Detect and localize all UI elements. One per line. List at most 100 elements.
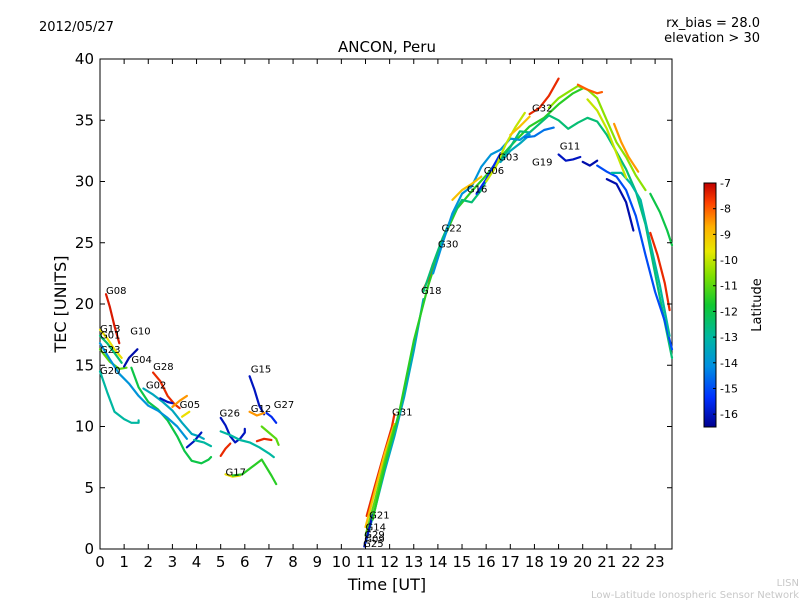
series-line-g27 — [265, 411, 278, 424]
sat-label-g19: G19 — [532, 158, 552, 169]
series-line-g20 — [98, 370, 140, 424]
elevation-label: elevation > 30 — [664, 31, 760, 46]
x-tick-label: 21 — [597, 553, 616, 571]
axis-ticks: 0 1 2 3 4 5 6 7 8 9 10 11 12 13 14 15 16 17 18 19 20 21 22 2305… — [75, 50, 672, 571]
sat-label-g31: G31 — [392, 408, 412, 419]
series-line-g27b — [255, 437, 273, 443]
series-line-g11j — [649, 231, 671, 312]
x-tick-label: 14 — [428, 553, 447, 571]
colorbar-tick-label: -14 — [720, 357, 738, 370]
sat-label-g02: G02 — [146, 381, 166, 392]
x-tick-label: 1 — [119, 553, 129, 571]
y-tick-label: 20 — [75, 295, 94, 313]
series-line-g19 — [523, 126, 555, 139]
plot-area — [99, 58, 673, 550]
sat-label-g01: G01 — [100, 330, 120, 341]
x-tick-label: 18 — [525, 553, 544, 571]
sat-label-g15: G15 — [251, 365, 271, 376]
x-tick-label: 16 — [477, 553, 496, 571]
series-line-g08 — [104, 293, 121, 345]
x-tick-label: 22 — [621, 553, 640, 571]
y-tick-label: 25 — [75, 234, 94, 252]
series-line-g04 — [130, 366, 213, 465]
colorbar-tick-label: -13 — [720, 331, 738, 344]
rx-bias-label: rx_bias = 28.0 — [666, 16, 760, 31]
sat-label-g20: G20 — [100, 366, 120, 377]
sat-label-g08: G08 — [106, 286, 126, 297]
series-line-g16b — [475, 152, 502, 195]
series-line-g15 — [248, 375, 266, 416]
x-axis-label: Time [UT] — [347, 575, 426, 594]
y-tick-label: 10 — [75, 418, 94, 436]
x-tick-label: 8 — [288, 553, 298, 571]
series-line-g11d — [581, 159, 599, 167]
y-tick-label: 15 — [75, 356, 94, 374]
colorbar-tick-label: -12 — [720, 305, 738, 318]
series-line-g13 — [98, 328, 123, 359]
sat-label-g04: G04 — [131, 355, 151, 366]
sat-label-g16: G16 — [467, 185, 487, 196]
series-line-g11f — [605, 178, 635, 232]
series-line-g11b — [547, 84, 647, 192]
footer-network: Low-Latitude Ionospheric Sensor Network — [591, 590, 799, 600]
date-label: 2012/05/27 — [39, 20, 114, 35]
colorbar-tick-label: -8 — [720, 203, 731, 216]
series-line-g11i — [649, 192, 674, 247]
series-line-g05b — [181, 410, 191, 418]
sat-label-g03: G03 — [498, 153, 518, 164]
axes-frame — [99, 58, 673, 550]
series-line-g11g — [613, 122, 640, 173]
colorbar-tick-label: -11 — [720, 280, 738, 293]
series-line-g02b — [159, 397, 174, 405]
chart-title: ANCON, Peru — [338, 38, 436, 56]
colorbar-ticks: -7 -8 -9 -10 -11 -12 -13 -14 -15 -16 — [713, 177, 738, 421]
series-line-g12 — [248, 410, 266, 417]
series-line-g05c — [185, 431, 203, 449]
colorbar-tick-label: -15 — [720, 382, 738, 395]
y-tick-label: 40 — [75, 50, 94, 68]
x-tick-label: 4 — [192, 553, 202, 571]
x-tick-label: 15 — [452, 553, 471, 571]
x-tick-label: 23 — [646, 553, 665, 571]
sat-label-g29: G29 — [364, 530, 384, 541]
sat-label-g14: G14 — [366, 523, 386, 534]
sat-label-g30: G30 — [438, 240, 458, 251]
y-tick-label: 30 — [75, 173, 94, 191]
sat-label-g28: G28 — [153, 362, 173, 373]
series-line-g11h — [610, 171, 671, 337]
series-line-g05d — [193, 438, 213, 448]
series-line-g32b — [509, 115, 531, 136]
series-line-g30 — [432, 131, 531, 275]
x-tick-label: 12 — [380, 553, 399, 571]
series-line-g01 — [98, 334, 123, 364]
x-tick-label: 9 — [312, 553, 322, 571]
sat-label-g11: G11 — [560, 142, 580, 153]
series-line-g14 — [364, 423, 396, 529]
colorbar-tick-label: -7 — [720, 177, 731, 190]
x-tick-label: 6 — [240, 553, 250, 571]
series-line-g31 — [371, 87, 584, 521]
sat-label-g23: G23 — [100, 345, 120, 356]
series-line-g17b — [231, 458, 278, 486]
colorbar — [703, 182, 717, 428]
x-tick-label: 13 — [404, 553, 423, 571]
sat-label-g32: G32 — [532, 104, 552, 115]
sat-label-g09: G09 — [364, 534, 384, 545]
sat-label-g18: G18 — [421, 286, 441, 297]
x-tick-label: 10 — [332, 553, 351, 571]
series-line-g28 — [152, 371, 181, 410]
series-line-g26c — [219, 430, 275, 459]
sat-label-g22: G22 — [442, 224, 462, 235]
sat-label-g26: G26 — [220, 409, 240, 420]
series-layer — [98, 77, 674, 548]
sat-label-g12: G12 — [251, 404, 271, 415]
x-tick-label: 5 — [216, 553, 226, 571]
x-tick-label: 11 — [356, 553, 375, 571]
series-line-g05 — [171, 394, 188, 408]
series-line-g27c — [260, 425, 280, 446]
x-tick-label: 19 — [549, 553, 568, 571]
colorbar-tick-label: -9 — [720, 228, 731, 241]
series-line-g11k — [586, 98, 628, 179]
